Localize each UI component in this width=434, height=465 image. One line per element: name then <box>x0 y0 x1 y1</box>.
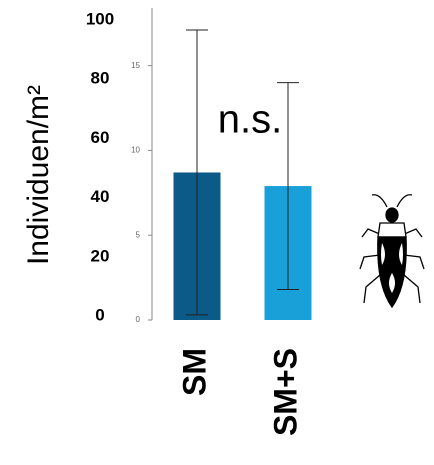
y2-tick-label: 0 <box>95 305 104 324</box>
y-axis-label: Individuen/m² <box>22 85 55 265</box>
y2-tick-label: 60 <box>91 128 110 147</box>
beetle-icon <box>359 194 425 309</box>
y-tick-label: 5 <box>136 230 141 239</box>
y2-tick-label: 100 <box>86 9 114 28</box>
y-tick-label: 10 <box>131 146 140 155</box>
x-tick-label: SM+S <box>267 348 303 436</box>
y-tick-label: 0 <box>136 315 141 324</box>
annotation: n.s. <box>218 98 282 142</box>
x-tick-label: SM <box>176 348 212 396</box>
y-tick-label: 15 <box>131 61 140 70</box>
y2-tick-label: 20 <box>91 246 110 265</box>
y2-tick-label: 80 <box>91 69 110 88</box>
y2-tick-label: 40 <box>91 187 110 206</box>
